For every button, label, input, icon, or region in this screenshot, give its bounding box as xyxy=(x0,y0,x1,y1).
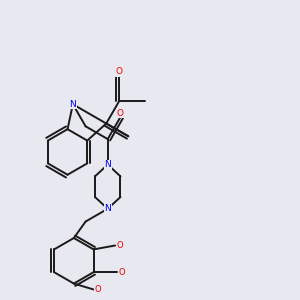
Text: O: O xyxy=(116,68,122,76)
Text: N: N xyxy=(70,100,76,109)
Text: O: O xyxy=(117,109,124,118)
Text: N: N xyxy=(104,160,111,169)
Text: O: O xyxy=(118,268,125,277)
Text: O: O xyxy=(117,241,123,250)
Text: N: N xyxy=(104,204,111,213)
Text: O: O xyxy=(95,285,101,294)
